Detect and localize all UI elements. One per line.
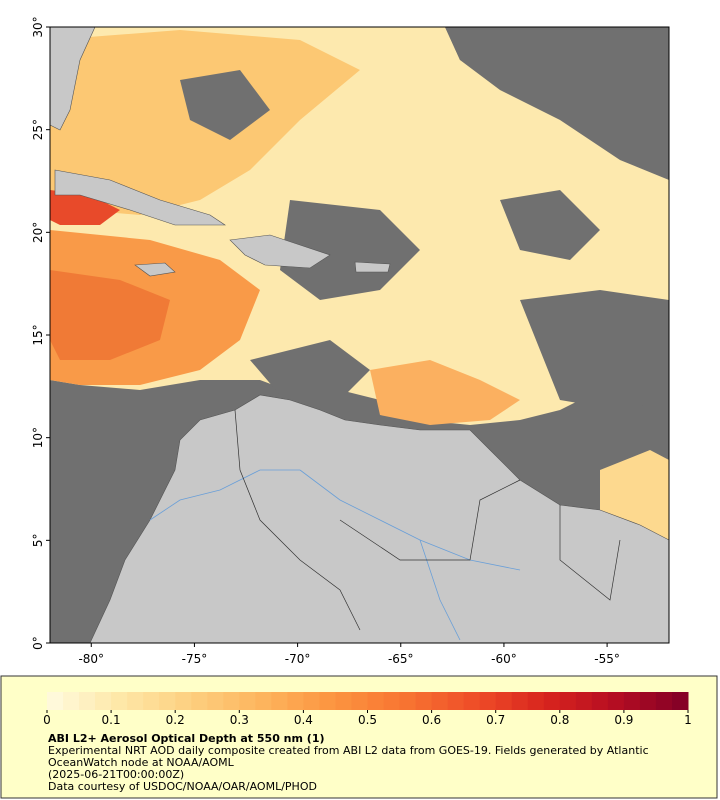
colorbar-segment [367,692,385,710]
colorbar-segment [591,692,609,710]
colorbar-tick-label: 0.2 [166,713,185,727]
y-tick-label: 0° [31,636,45,650]
colorbar-segment [271,692,288,710]
borders [234,409,621,631]
colorbar-tick-label: 0.4 [294,713,313,727]
land [49,26,670,644]
colorbar-segment [111,692,128,710]
colorbar-tick-label: 0.1 [102,713,121,727]
aerosol-higher [50,270,170,360]
hispaniola [229,234,331,269]
aerosol-max [50,190,120,225]
y-tick-label: 30° [31,16,45,37]
colorbar-segment [383,692,401,710]
colorbar-segment [671,692,689,710]
y-tick-label: 5° [31,534,45,548]
no-data-patch [180,70,270,140]
river [149,469,300,521]
colorbar-tick-label: 0.6 [422,713,441,727]
colorbar-segment [431,692,449,710]
y-tick-label: 15° [31,324,45,345]
colorbar-segment [607,692,625,710]
river [299,469,521,571]
colorbar-tick-label: 1 [684,713,692,727]
colorbar-segment [63,692,80,710]
legend-timestamp: (2025-06-21T00:00:00Z) [48,768,185,781]
south-america [89,394,670,644]
colorbar-segment [447,692,465,710]
colorbar-tick-label: 0.9 [614,713,633,727]
y-tick-label: 20° [31,222,45,243]
y-tick-label: 25° [31,119,45,140]
colorbar-segment [639,692,657,710]
colorbar-segment [335,692,352,710]
puerto-rico [354,261,391,273]
x-tick-label: -60° [491,652,517,666]
colorbar-tick-label: 0.7 [486,713,505,727]
colorbar-segment [623,692,641,710]
aerosol-light-2 [600,450,669,540]
aerosol-medium-2 [370,360,520,425]
border [339,479,521,561]
colorbar-segment [399,692,417,710]
border [559,505,621,601]
colorbar-segment [479,692,497,710]
colorbar-segment [351,692,368,710]
legend-title: ABI L2+ Aerosol Optical Depth at 550 nm … [48,732,325,745]
colorbar-segment [463,692,481,710]
x-tick-label: -65° [388,652,414,666]
legend-credit: Data courtesy of USDOC/NOAA/OAR/AOML/PHO… [48,780,317,793]
no-data-patches [180,27,669,410]
colorbar-segment [191,692,208,710]
x-tick-label: -70° [285,652,311,666]
y-tick-label: 10° [31,427,45,448]
colorbar-segment [255,692,272,710]
colorbar-segment [319,692,336,710]
colorbar-segment [143,692,160,710]
colorbar-tick-label: 0.8 [550,713,569,727]
colorbar-segment [239,692,256,710]
colorbar-segment [175,692,192,710]
x-tick-label: -55° [594,652,620,666]
colorbar-segment [207,692,224,710]
colorbar-segment [223,692,240,710]
no-data-patch [250,340,370,400]
colorbar-segment [159,692,176,710]
colorbar-segment [559,692,577,710]
colorbar-segment [47,692,64,710]
colorbar-segment [575,692,593,710]
jamaica [134,262,176,277]
x-tick-label: -75° [182,652,208,666]
border [234,409,361,631]
colorbar-segment [79,692,96,710]
colorbar-segment [95,692,112,710]
legend-description: Experimental NRT AOD daily composite cre… [48,744,649,769]
colorbar-tick-label: 0.3 [230,713,249,727]
colorbar-segment [303,692,320,710]
colorbar-segment [543,692,561,710]
colorbar-segment [527,692,545,710]
colorbar-segment [655,692,673,710]
x-tick-label: -80° [78,652,104,666]
colorbar-segment [127,692,144,710]
colorbar-segment [495,692,513,710]
no-data-patch [500,190,600,260]
colorbar-tick-label: 0 [43,713,51,727]
colorbar-segment [415,692,433,710]
no-data-patch [280,200,420,300]
cuba [54,169,226,226]
no-data-patch [520,290,669,410]
no-data-patch [445,27,669,180]
colorbar-segment [287,692,304,710]
colorbar-segment [511,692,529,710]
colorbar-tick-label: 0.5 [358,713,377,727]
